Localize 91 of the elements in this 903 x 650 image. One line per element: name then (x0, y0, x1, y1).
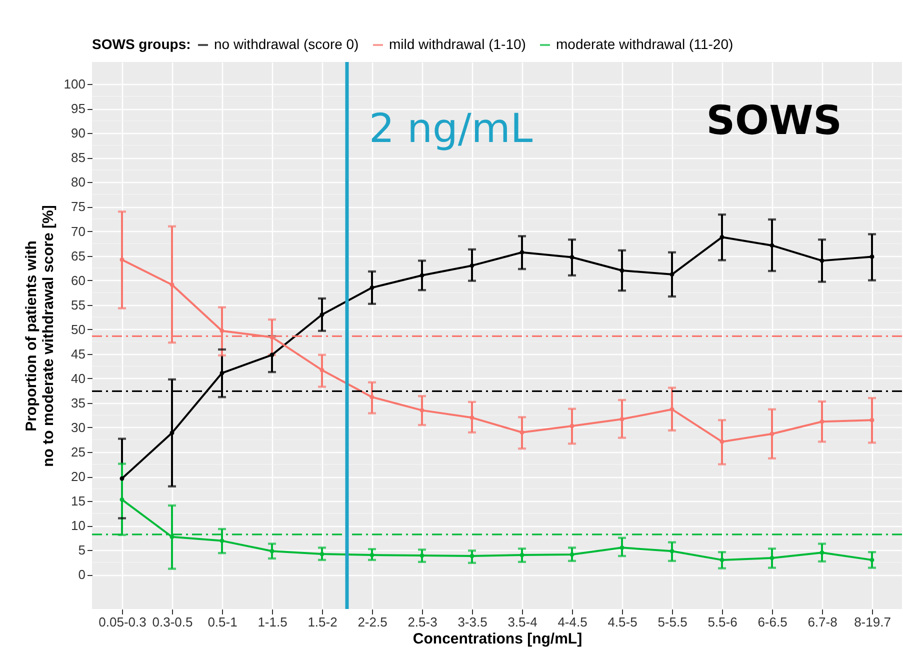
point (370, 285, 374, 290)
point (370, 552, 374, 558)
y-tick-label: 50 (71, 322, 86, 337)
y-tick-label: 95 (71, 101, 86, 116)
point (320, 368, 324, 372)
x-tick-label: 1.5-2 (308, 614, 338, 630)
point (270, 548, 274, 554)
point (770, 556, 774, 560)
point (470, 554, 474, 558)
point (670, 272, 674, 277)
point (170, 534, 174, 540)
y-tick-label: 85 (71, 150, 86, 166)
x-tick-label: 6-6.5 (758, 614, 788, 630)
point (820, 550, 824, 555)
point (520, 430, 524, 435)
y-tick-label: 15 (71, 494, 86, 509)
y-tick-label: 100 (64, 76, 86, 92)
y-tick-label: 40 (71, 370, 86, 386)
point (120, 257, 124, 262)
x-tick-label: 8-19.7 (854, 614, 891, 630)
point (620, 416, 624, 422)
point (520, 250, 524, 255)
x-tick-label: 4.5-5 (608, 614, 638, 630)
y-tick-label: 25 (71, 444, 86, 460)
y-tick-label: 90 (71, 126, 86, 141)
x-tick-label: 4-4.5 (558, 614, 588, 630)
y-tick-label: 45 (71, 346, 86, 362)
x-tick-label: 6.7-8 (808, 614, 838, 630)
y-tick-label: 35 (71, 395, 86, 410)
point (870, 254, 874, 259)
point (170, 282, 174, 287)
y-tick-label: 5 (78, 542, 86, 558)
point (820, 258, 824, 263)
point (570, 552, 574, 557)
y-tick-label: 30 (71, 420, 86, 435)
point (420, 273, 424, 278)
point (370, 394, 374, 400)
annotation: SOWS (706, 98, 842, 144)
x-axis-title: Concentrations [ng/mL] (412, 630, 582, 648)
point (170, 430, 174, 436)
x-tick-label: 0.05-0.3 (98, 614, 146, 630)
y-tick-label: 70 (71, 224, 86, 239)
point (120, 497, 124, 502)
legend-label: moderate withdrawal (11-20) (556, 36, 734, 52)
x-tick-label: 0.5-1 (208, 614, 238, 630)
point (520, 552, 524, 558)
point (470, 263, 474, 268)
x-tick-label: 3.5-4 (508, 614, 538, 630)
point (670, 548, 674, 554)
point (420, 408, 424, 413)
x-tick-label: 5-5.5 (658, 614, 688, 630)
y-tick-label: 75 (71, 199, 86, 214)
x-tick-label: 2-2.5 (358, 614, 388, 630)
point (620, 268, 624, 273)
point (320, 312, 324, 317)
y-tick-label: 0 (78, 567, 86, 582)
point (570, 424, 574, 428)
y-tick-label: 60 (71, 272, 86, 288)
point (220, 328, 224, 334)
point (720, 234, 724, 240)
point (670, 407, 674, 412)
point (770, 243, 774, 248)
point (870, 558, 874, 562)
x-tick-label: 0.3-0.5 (152, 614, 193, 630)
point (220, 370, 224, 376)
legend-label: no withdrawal (score 0) (214, 36, 359, 52)
point (870, 418, 874, 422)
point (470, 415, 474, 420)
y-tick-label: 10 (71, 518, 86, 534)
point (820, 419, 824, 424)
point (720, 558, 724, 562)
x-tick-label: 3-3.5 (458, 614, 488, 630)
point (620, 545, 624, 550)
point (120, 476, 124, 481)
x-tick-label: 2.5-3 (408, 614, 438, 630)
legend-label: mild withdrawal (1-10) (389, 36, 526, 52)
y-tick-label: 55 (71, 297, 86, 312)
point (420, 553, 424, 558)
point (570, 255, 574, 260)
point (220, 538, 224, 544)
y-tick-label: 65 (71, 248, 86, 264)
y-tick-label: 20 (71, 469, 86, 484)
legend-title: SOWS groups: (92, 36, 191, 52)
point (720, 439, 724, 444)
y-axis-title: Proportion of patients with no to moderate withdrawal score [%] (22, 205, 57, 467)
ref-line-label: 2 ng/mL (369, 106, 534, 152)
x-tick-label: 5.5-6 (708, 614, 738, 630)
point (320, 552, 324, 556)
x-tick-label: 1-1.5 (258, 614, 288, 630)
point (770, 432, 774, 436)
y-tick-label: 80 (71, 174, 86, 190)
